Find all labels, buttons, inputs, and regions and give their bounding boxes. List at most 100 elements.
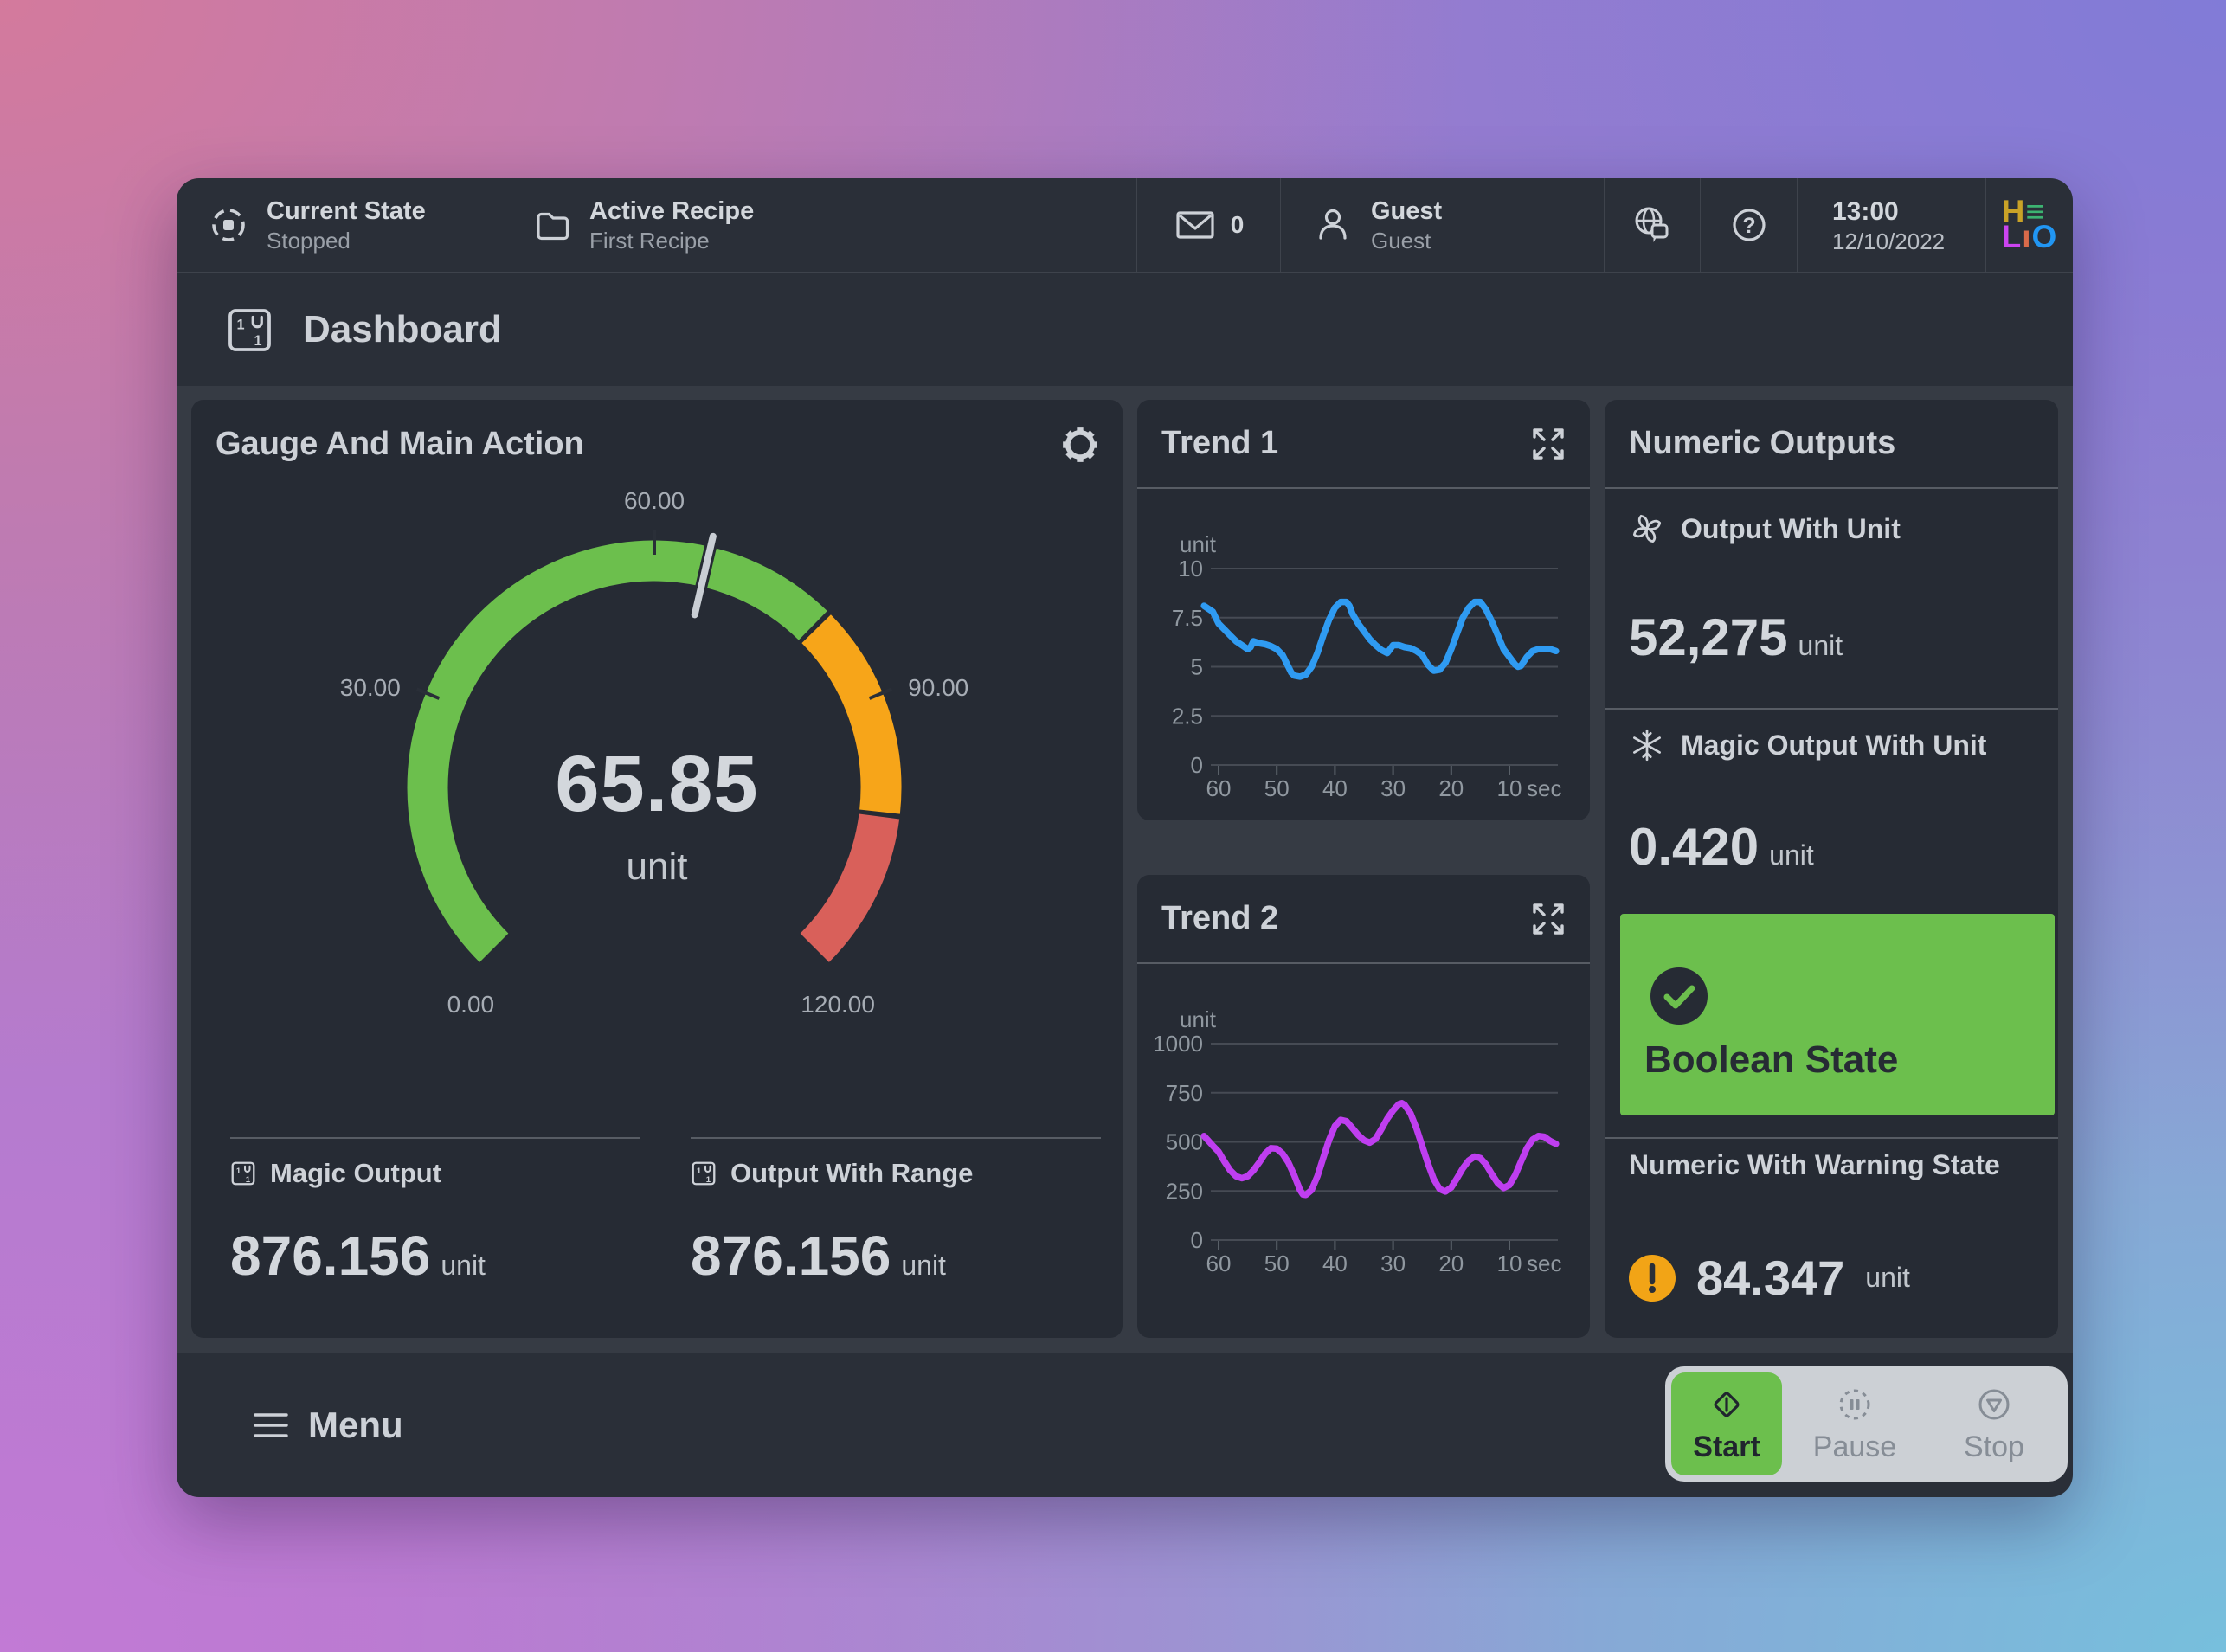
mail-count-badge: 0: [1230, 211, 1245, 238]
svg-text:0: 0: [1191, 752, 1203, 778]
machine-state-icon: [212, 209, 245, 241]
bottom-bar: Menu Start Pause: [177, 1353, 2073, 1497]
trend1-expand-button[interactable]: [1529, 425, 1567, 463]
output-label: Output With Range: [730, 1158, 974, 1188]
output-value: 876.156: [691, 1225, 891, 1287]
machine-actions-tray: Start Pause Stop: [1665, 1366, 2068, 1482]
trend2-card: Trend 2 unit 0 250 500 750 1000 60 50 40 30 20 10 se…: [1137, 875, 1590, 1338]
svg-text:40: 40: [1322, 1250, 1348, 1276]
expand-icon: [1533, 427, 1564, 460]
divider: [1605, 708, 2058, 710]
gauge-chart: 0.00 30.00 60.00 90.00 120.00: [340, 487, 968, 1018]
user-button[interactable]: Guest Guest: [1281, 178, 1605, 272]
active-recipe-section: Active Recipe First Recipe: [499, 178, 1137, 272]
svg-text:1000: 1000: [1153, 1031, 1203, 1057]
time: 13:00: [1832, 196, 1899, 226]
fan-icon: [1632, 514, 1662, 543]
svg-text:1: 1: [237, 317, 245, 332]
stop-button[interactable]: Stop: [1927, 1372, 2061, 1475]
mail-icon: [1176, 211, 1214, 239]
trend2-title: Trend 2: [1161, 900, 1279, 936]
gauge-settings-button[interactable]: [1060, 425, 1100, 465]
svg-text:1: 1: [236, 1167, 241, 1176]
user-role: Guest: [1371, 227, 1431, 254]
svg-text:1: 1: [246, 1175, 251, 1185]
trend1-card: Trend 1 unit 0 2.5 5 7.5 10 60 50 40 30 20 10 sec: [1137, 400, 1590, 820]
stop-label: Stop: [1964, 1430, 2024, 1463]
warning-state-value-row: 84.347 unit: [1629, 1250, 1910, 1306]
stop-icon: [1978, 1389, 2010, 1420]
svg-text:unit: unit: [1180, 1006, 1217, 1032]
numeric-item-unit: unit: [1769, 839, 1814, 871]
svg-text:60: 60: [1206, 1250, 1232, 1276]
svg-text:0.00: 0.00: [447, 991, 495, 1018]
pause-button[interactable]: Pause: [1782, 1372, 1927, 1475]
expand-icon: [1533, 903, 1564, 935]
svg-text:1: 1: [706, 1175, 711, 1185]
top-bar: Current State Stopped Active Recipe Firs…: [177, 178, 2073, 273]
logo-letter: H: [2001, 194, 2026, 230]
active-recipe-label: Active Recipe: [589, 196, 755, 225]
logo-letter: ≡: [2025, 194, 2045, 230]
pause-icon: [1839, 1389, 1870, 1420]
svg-text:30: 30: [1380, 1250, 1406, 1276]
svg-text:30.00: 30.00: [340, 674, 401, 701]
menu-label: Menu: [308, 1404, 403, 1445]
logo-letter: L: [2001, 219, 2023, 254]
svg-text:sec: sec: [1527, 1250, 1561, 1276]
boolean-state-indicator: Boolean State: [1620, 914, 2055, 1115]
help-button[interactable]: ?: [1701, 178, 1798, 272]
warning-unit: unit: [1865, 1262, 1910, 1293]
clock-section: 13:00 12/10/2022: [1798, 178, 1986, 272]
current-state-section: Current State Stopped: [177, 178, 499, 272]
svg-text:50: 50: [1264, 1250, 1290, 1276]
start-button[interactable]: Start: [1671, 1372, 1782, 1475]
warning-icon: [1629, 1254, 1676, 1302]
svg-text:10: 10: [1178, 556, 1203, 582]
boolean-state-label: Boolean State: [1644, 1038, 1899, 1081]
gauge-output-magic: 1 1 Magic Output 876.156 unit: [230, 1137, 640, 1338]
numeric-item-label: Magic Output With Unit: [1681, 729, 1987, 761]
warning-value: 84.347: [1696, 1250, 1845, 1305]
svg-text:0: 0: [1191, 1227, 1203, 1253]
notifications-button[interactable]: 0: [1137, 178, 1281, 272]
svg-text:250: 250: [1166, 1178, 1203, 1204]
trend1-title: Trend 1: [1161, 425, 1279, 461]
svg-text:50: 50: [1264, 775, 1290, 801]
page-title: Dashboard: [303, 308, 502, 350]
svg-text:1: 1: [254, 333, 262, 349]
trend2-expand-button[interactable]: [1529, 900, 1567, 938]
numeric-item-value: 0.420: [1629, 818, 1760, 876]
numeric-item-label: Output With Unit: [1681, 512, 1901, 544]
svg-text:60: 60: [1206, 775, 1232, 801]
svg-text:40: 40: [1322, 775, 1348, 801]
gauge-card: Gauge And Main Action 0.00 30.00 60.0: [191, 400, 1123, 1338]
svg-text:?: ?: [1742, 214, 1755, 238]
pause-label: Pause: [1812, 1430, 1897, 1463]
gauge-card-title: Gauge And Main Action: [216, 426, 584, 462]
date: 12/10/2022: [1832, 228, 1946, 254]
language-button[interactable]: [1605, 178, 1701, 272]
gauge-output-range: 1 1 Output With Range 876.156 unit: [691, 1137, 1101, 1338]
dashboard-icon: 1 1: [231, 1161, 255, 1186]
svg-text:2.5: 2.5: [1172, 703, 1203, 729]
language-globe-icon: [1635, 207, 1669, 242]
svg-text:sec: sec: [1527, 775, 1561, 801]
snowflake-icon: [1633, 729, 1661, 762]
svg-text:750: 750: [1166, 1080, 1203, 1106]
divider: [1605, 1137, 2058, 1139]
brand-logo: H≡ LıO: [1986, 178, 2073, 272]
folder-icon: [537, 212, 569, 241]
magic-output-with-unit-row: Magic Output With Unit: [1629, 727, 1986, 763]
menu-button[interactable]: Menu: [253, 1405, 403, 1446]
help-icon: ?: [1732, 209, 1766, 241]
svg-text:20: 20: [1438, 1250, 1464, 1276]
svg-text:120.00: 120.00: [801, 991, 875, 1018]
svg-text:60.00: 60.00: [624, 487, 685, 514]
dashboard-icon: 1 1: [692, 1161, 716, 1186]
app-window: Current State Stopped Active Recipe Firs…: [177, 178, 2073, 1497]
helio-logo: H≡ LıO: [2001, 194, 2058, 254]
svg-text:20: 20: [1438, 775, 1464, 801]
svg-text:7.5: 7.5: [1172, 605, 1203, 631]
